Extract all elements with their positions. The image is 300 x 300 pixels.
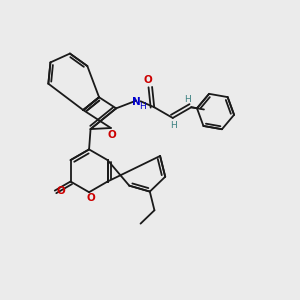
Text: N: N [132,97,141,107]
Text: O: O [143,75,152,85]
Text: H: H [184,95,191,104]
Text: O: O [57,186,66,196]
Text: H: H [139,102,146,111]
Text: O: O [108,130,117,140]
Text: H: H [171,121,177,130]
Text: O: O [86,193,95,202]
